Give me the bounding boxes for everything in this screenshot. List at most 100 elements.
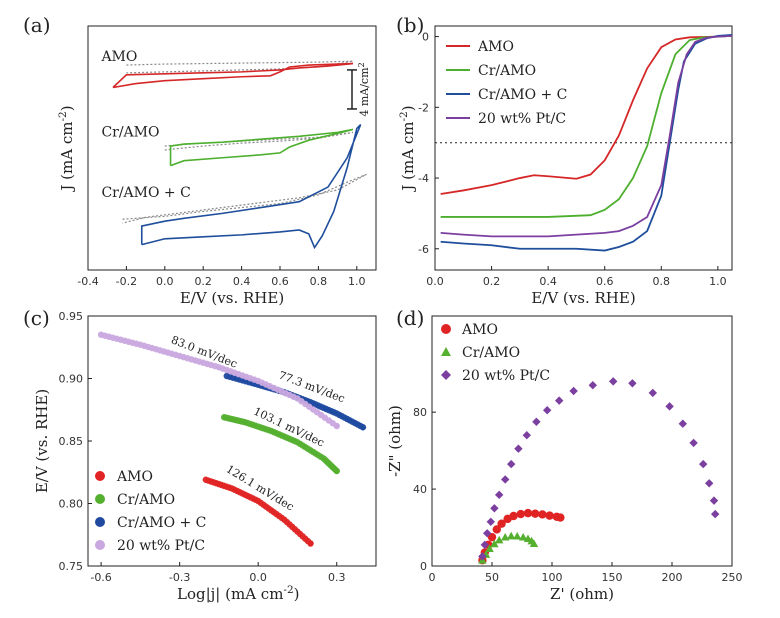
x-axis-label-b: E/V (vs. RHE)	[531, 289, 635, 307]
x-tick-label-a: 0.4	[233, 275, 251, 288]
y-axis-label-sup: -2	[398, 111, 410, 121]
nyquist-point	[532, 417, 541, 426]
series-label-cr-amo: Cr/AMO	[101, 124, 159, 140]
x-tick-label-d: 150	[602, 571, 623, 584]
nyquist-point	[495, 535, 504, 544]
x-tick-label-b: 0.4	[539, 275, 557, 288]
tafel-point	[359, 424, 367, 431]
x-axis-label-c-close: )	[294, 585, 300, 603]
legend-label-b: Cr/AMO + C	[478, 87, 567, 103]
nyquist-point	[514, 444, 523, 453]
x-axis-label-d: Z' (ohm)	[550, 585, 614, 603]
nyquist-point	[509, 511, 518, 521]
tafel-point	[333, 467, 340, 475]
x-tick-label-c: -0.6	[90, 571, 111, 584]
cv-solid-cr-amo-c	[140, 124, 362, 250]
legend-marker-c	[95, 471, 105, 481]
nyquist-point	[516, 509, 525, 519]
x-tick-label-d: 100	[542, 571, 563, 584]
x-tick-label-a: 1.0	[348, 275, 366, 288]
nyquist-point	[699, 459, 708, 469]
nyquist-point	[555, 396, 564, 405]
y-tick-label-b: -2	[418, 101, 429, 114]
nyquist-point	[487, 532, 497, 542]
plot-frame-a	[87, 25, 377, 271]
nyquist-point	[501, 475, 510, 484]
y-tick-label-b: -4	[418, 172, 429, 185]
nyquist-point	[689, 438, 698, 448]
legend-marker-c	[95, 540, 105, 550]
y-axis-label-a: J (mA cm-2)	[57, 105, 76, 192]
legend-label-d: 20 wt% Pt/C	[462, 368, 550, 384]
panel-label-c: (c)	[23, 306, 50, 330]
x-tick-label-a: 0.6	[271, 275, 289, 288]
tafel-point	[333, 422, 340, 430]
nyquist-point	[711, 509, 720, 519]
legend-label-c: Cr/AMO	[117, 492, 175, 508]
y-tick-label-c: 0.95	[59, 310, 84, 323]
legend-marker-d	[441, 370, 451, 380]
nyquist-point	[665, 402, 674, 411]
x-tick-label-a: 0.0	[156, 275, 174, 288]
tafel-series-20-wt-pt-c	[97, 331, 340, 430]
x-axis-label-c-main: Log|j| (mA cm	[177, 585, 283, 603]
nyquist-point	[609, 377, 618, 386]
cv-dotted-amo	[126, 60, 354, 74]
nyquist-point	[483, 529, 492, 538]
plot-frame-d	[431, 315, 733, 567]
y-tick-label-d: 80	[413, 406, 427, 419]
y-axis-label-main: J (mA cm	[58, 122, 76, 193]
nyquist-point	[485, 544, 494, 553]
legend-label-c: Cr/AMO + C	[117, 515, 206, 531]
nyquist-point	[648, 388, 657, 398]
lsv-line-20-wt-pt-c	[440, 35, 733, 238]
nyquist-point	[497, 519, 506, 528]
y-tick-label-d: 0	[420, 560, 427, 573]
lsv-line-cr-amo	[440, 35, 733, 218]
y-tick-label-b: -6	[418, 243, 429, 256]
cv-dotted-cr-amo-c	[122, 173, 367, 224]
legend-label-b: Cr/AMO	[478, 63, 536, 79]
y-axis-label-b: J (mA cm-2)	[398, 105, 417, 192]
x-tick-label-b: 1.0	[709, 275, 727, 288]
nyquist-point	[529, 539, 539, 548]
x-tick-label-b: 0.8	[653, 275, 671, 288]
tafel-series-cr-amo	[220, 414, 340, 475]
x-tick-label-c: 0.3	[328, 571, 346, 584]
panel-label-a: (a)	[23, 13, 51, 37]
x-tick-label-b: 0.2	[483, 275, 501, 288]
y-tick-label-c: 0.90	[59, 373, 84, 386]
x-tick-label-d: 0	[429, 571, 436, 584]
nyquist-series-amo	[478, 508, 565, 565]
y-tick-label-c: 0.75	[59, 560, 84, 573]
nyquist-point	[490, 539, 499, 548]
nyquist-point	[545, 511, 554, 520]
legend-label-c: AMO	[116, 469, 153, 485]
legend-label-d: AMO	[461, 322, 498, 338]
nyquist-series-20-wt-pt-c	[478, 377, 720, 561]
nyquist-point	[522, 431, 531, 440]
nyquist-point	[588, 381, 597, 390]
nyquist-point	[519, 532, 528, 541]
x-tick-label-a: 0.2	[194, 275, 212, 288]
nyquist-point	[628, 379, 637, 388]
y-axis-label-main: J (mA cm	[399, 122, 417, 193]
x-axis-label-c: Log|j| (mA cm-2)	[177, 584, 300, 603]
y-tick-label-c: 0.85	[59, 435, 84, 448]
nyquist-point	[678, 419, 687, 428]
nyquist-point	[486, 517, 495, 526]
y-tick-label-d: 40	[413, 483, 427, 496]
x-tick-label-d: 250	[722, 571, 743, 584]
cv-solid-cr-amo	[169, 128, 354, 167]
x-tick-label-a: -0.2	[116, 275, 137, 288]
scale-bar-label-main: 4 mA/cm	[358, 67, 371, 117]
y-axis-label-close: )	[399, 105, 417, 111]
x-axis-label-c-sup: -2	[283, 584, 293, 596]
y-axis-label-c: E/V (vs. RHE)	[33, 389, 51, 493]
x-tick-label-a: -0.4	[77, 275, 98, 288]
legend-label-b: 20 wt% Pt/C	[478, 111, 566, 127]
nyquist-point	[478, 552, 487, 561]
nyquist-point	[543, 406, 552, 415]
nyquist-point	[513, 531, 522, 540]
